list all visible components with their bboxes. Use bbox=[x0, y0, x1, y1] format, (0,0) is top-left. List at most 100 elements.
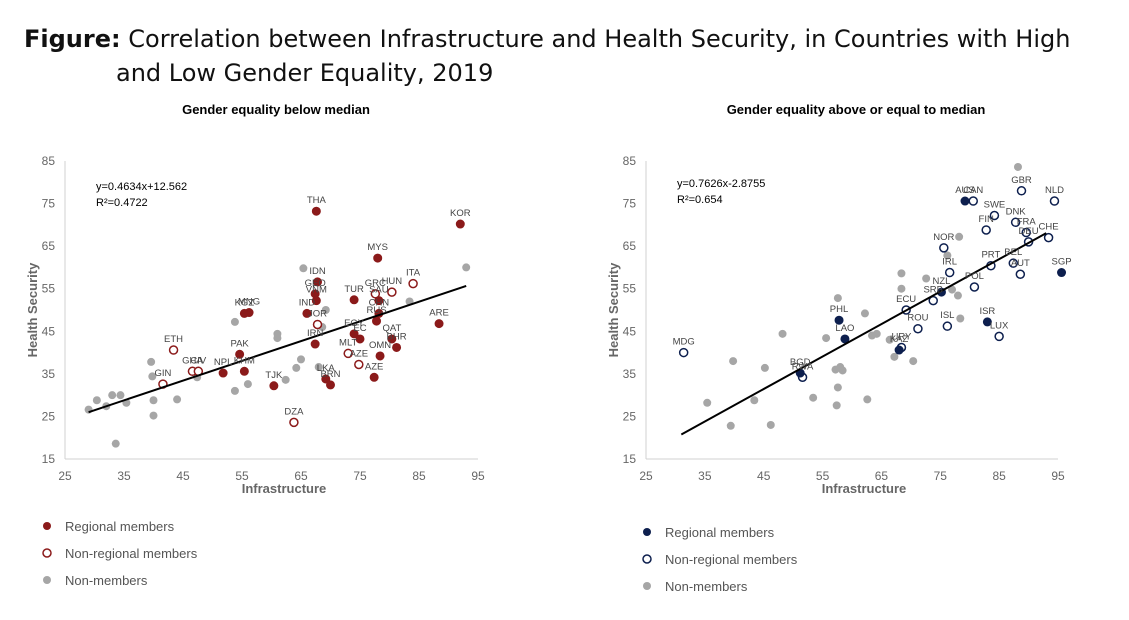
chart1-point-lka bbox=[321, 374, 331, 384]
chart1-legend-marker-nonregional bbox=[42, 548, 52, 558]
chart1-point-label-mlt: MLT bbox=[339, 337, 357, 348]
chart1-point-qat bbox=[387, 334, 397, 344]
chart2-legend-label-nonregional: Non-regional members bbox=[665, 552, 798, 567]
chart2-point-label-lao: LAO bbox=[835, 323, 854, 334]
chart2-point-label-nzl: NZL bbox=[932, 276, 950, 287]
chart2-legend-label-regional: Regional members bbox=[665, 525, 775, 540]
chart2-nonmember-point bbox=[726, 421, 735, 430]
chart2-point-label-nld: NLD bbox=[1045, 185, 1064, 196]
chart2-point-label-rou: ROU bbox=[907, 313, 928, 324]
chart2-point-label-nor: NOR bbox=[933, 232, 954, 243]
chart2-y-tick-label: 25 bbox=[623, 409, 637, 423]
chart2-nonmember-point bbox=[838, 366, 847, 375]
figure-title: Figure: Correlation between Infrastructu… bbox=[24, 22, 1114, 90]
chart2-point-nor bbox=[939, 243, 949, 253]
chart1-point-label-ita: ITA bbox=[406, 268, 421, 279]
chart1-nonmember-point bbox=[230, 386, 239, 395]
chart2-nonmember-point bbox=[863, 395, 872, 404]
chart1-point-label-brn: BRN bbox=[320, 369, 340, 380]
chart1-point-label-tur: TUR bbox=[344, 284, 364, 295]
chart2-point-label-lux: LUX bbox=[990, 320, 1009, 331]
chart1-nonmember-point bbox=[147, 357, 156, 366]
chart1-y-tick-label: 35 bbox=[42, 367, 56, 381]
chart2-x-tick-label: 75 bbox=[934, 469, 948, 483]
chart1-y-tick-label: 75 bbox=[42, 197, 56, 211]
chart1-y-tick-label: 25 bbox=[42, 409, 56, 423]
chart1-x-tick-label: 45 bbox=[176, 469, 190, 483]
chart2-point-aut bbox=[1015, 269, 1026, 279]
chart1-point-label-aze2: AZE bbox=[365, 361, 383, 372]
chart1-x-tick-label: 55 bbox=[235, 469, 249, 483]
chart2-point-label-isr: ISR bbox=[979, 306, 995, 317]
chart1-y-axis-label: Health Security bbox=[25, 262, 40, 357]
chart2-point-label-aus: AUS bbox=[955, 185, 975, 196]
chart2-point-kaz bbox=[894, 345, 904, 355]
chart1-point-label-civ: CIV bbox=[190, 355, 207, 366]
chart1-point-label-irn: IRN bbox=[307, 328, 324, 339]
chart1-nonmember-point bbox=[292, 363, 301, 372]
chart2-nonmember-point bbox=[750, 396, 759, 405]
chart2-y-tick-label: 45 bbox=[623, 324, 637, 338]
chart1-point-label-chn: CHN bbox=[369, 297, 390, 308]
chart2-nonmember-point bbox=[897, 284, 906, 293]
chart1-point-label-dza: DZA bbox=[284, 406, 304, 417]
chart1-point-rus bbox=[372, 316, 382, 326]
chart2-y-tick-label: 15 bbox=[623, 452, 637, 466]
chart1-y-tick-label: 55 bbox=[42, 282, 56, 296]
chart2-point-lao bbox=[840, 334, 850, 344]
chart1-point-label-npl: NPL bbox=[214, 357, 232, 368]
chart1-legend-marker-nonmember bbox=[43, 576, 51, 584]
chart2-point-label-fin: FIN bbox=[979, 214, 994, 225]
chart1-point-ind bbox=[302, 308, 312, 318]
chart2-x-tick-label: 35 bbox=[698, 469, 712, 483]
chart2-point-label-pol: POL bbox=[965, 271, 984, 282]
chart1-point-label-tjk: TJK bbox=[265, 370, 283, 381]
chart2-point-label-fra: FRA bbox=[1017, 217, 1037, 228]
chart1-point-tha bbox=[311, 206, 321, 216]
chart1-point-dza bbox=[289, 417, 299, 428]
chart2-point-nld bbox=[1049, 196, 1060, 206]
chart2-x-tick-label: 85 bbox=[992, 469, 1006, 483]
chart2-point-fin bbox=[981, 225, 991, 235]
chart2-point-label-phl: PHL bbox=[830, 304, 848, 315]
chart1-nonmember-point bbox=[462, 263, 471, 272]
chart2-point-sgp bbox=[1057, 268, 1067, 278]
chart2-point-mdg bbox=[678, 347, 689, 358]
chart2-point-phl bbox=[834, 315, 844, 325]
chart1-point-label-gha: GHA bbox=[182, 355, 203, 366]
chart1-point-are bbox=[434, 319, 444, 329]
chart1-point-label-aze: AZE bbox=[350, 348, 368, 359]
chart2-x-tick-label: 45 bbox=[757, 469, 771, 483]
chart2-point-label-bgd: BGD bbox=[790, 357, 811, 368]
chart2-y-tick-label: 85 bbox=[623, 154, 637, 168]
chart1-point-ita bbox=[408, 278, 418, 289]
chart2-nonmember-point bbox=[809, 393, 818, 402]
chart2-trendline bbox=[680, 232, 1047, 436]
chart2-nonmember-point bbox=[955, 232, 964, 241]
chart1-x-axis-label: Infrastructure bbox=[242, 481, 327, 496]
chart2-point-label-gbr: GBR bbox=[1011, 175, 1032, 186]
chart2-legend-marker-nonregional bbox=[642, 554, 652, 564]
chart2-point-bel bbox=[1008, 258, 1019, 268]
chart1-point-label-mys: MYS bbox=[367, 242, 388, 253]
chart1-nonmember-point bbox=[148, 372, 157, 381]
chart1-nonmember-point bbox=[281, 375, 290, 384]
chart1-point-vnm bbox=[311, 296, 321, 306]
chart1-point-ec bbox=[355, 334, 365, 344]
chart1-point-idn bbox=[313, 277, 323, 287]
chart2-y-tick-label: 55 bbox=[623, 282, 637, 296]
chart2-y-tick-label: 65 bbox=[623, 239, 637, 253]
chart2-nonmember-point bbox=[766, 420, 775, 429]
chart1-nonmember-point bbox=[84, 405, 93, 414]
chart1-point-eth bbox=[168, 345, 179, 355]
chart1-point-jor bbox=[312, 319, 323, 330]
chart2-point-lux bbox=[994, 331, 1004, 342]
chart2-nonmember-point bbox=[729, 357, 738, 366]
chart1-point-label-qat: QAT bbox=[382, 323, 401, 334]
chart1-nonmember-point bbox=[111, 439, 120, 448]
chart1-point-label-gin: GIN bbox=[154, 368, 171, 379]
chart1-point-mys bbox=[373, 253, 383, 263]
chart2-point-label-srb: SRB bbox=[923, 285, 943, 296]
chart2-subtitle: Gender equality above or equal to median bbox=[727, 102, 986, 117]
chart2-trend-equation: y=0.7626x-2.8755 bbox=[677, 178, 765, 190]
